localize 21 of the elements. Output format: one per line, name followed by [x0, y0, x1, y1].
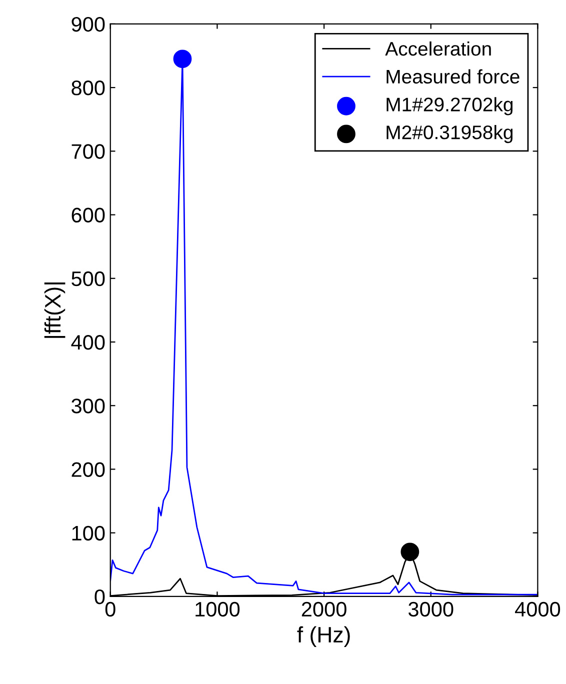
- legend-label: Acceleration: [385, 41, 491, 56]
- y-tick-label: 800: [72, 80, 105, 96]
- y-tick-label: 200: [72, 462, 105, 477]
- legend-label: M2#0.31958kg: [386, 124, 513, 144]
- x-tick-label: 0: [105, 602, 116, 617]
- x-tick-label: 4000: [515, 602, 560, 617]
- x-tick-label: 2000: [302, 602, 346, 617]
- y-tick-label: 700: [72, 144, 105, 159]
- legend-label: Measured force: [386, 69, 520, 84]
- x-tick-label: 3000: [408, 602, 454, 617]
- y-tick-label: 400: [71, 335, 105, 350]
- x-tick-label: 1000: [196, 602, 240, 617]
- y-tick-label: 600: [72, 208, 105, 223]
- y-axis-title: |fft(X)|: [44, 282, 66, 338]
- y-tick-label: 500: [72, 271, 105, 286]
- y-tick-label: 0: [94, 589, 105, 604]
- legend-label: M1#29.2702kg: [386, 97, 513, 116]
- y-tick-label: 300: [72, 398, 105, 414]
- y-tick-label: 900: [72, 16, 105, 32]
- x-axis-title: f (Hz): [297, 626, 350, 647]
- y-tick-label: 100: [72, 526, 105, 541]
